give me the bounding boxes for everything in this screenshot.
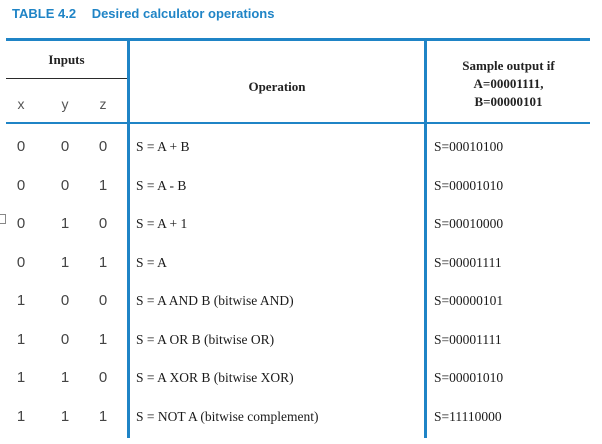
header-sample-line1: Sample output if <box>462 58 555 73</box>
header-x: x <box>17 96 25 112</box>
input-z-cell: 0 <box>98 215 108 232</box>
operation-cell: S = A <box>136 254 167 270</box>
column-divider <box>424 41 427 438</box>
input-x-cell: 0 <box>16 253 26 271</box>
header-inputs: Inputs <box>48 52 85 67</box>
input-z-cell: 1 <box>98 176 108 194</box>
table-number: TABLE 4.2 <box>12 6 77 21</box>
table-title: Desired calculator operations <box>91 6 275 21</box>
operation-cell: S = A OR B (bitwise OR) <box>136 331 275 347</box>
header-sample-line2: A=00001111, <box>473 76 544 91</box>
input-x-cell: 1 <box>16 330 26 348</box>
input-y-cell: 1 <box>60 407 70 425</box>
input-y-cell: 1 <box>60 215 70 232</box>
operation-cell: S = A XOR B (bitwise XOR) <box>136 370 294 385</box>
input-y-cell: 0 <box>60 330 70 348</box>
header-y: y <box>61 96 69 112</box>
operation-cell: S = A + B <box>136 139 190 154</box>
input-z-cell: 1 <box>98 330 108 348</box>
input-x-cell: 1 <box>16 369 26 386</box>
header-divider <box>6 122 590 124</box>
column-divider <box>127 41 130 438</box>
input-z-cell: 0 <box>98 369 108 386</box>
sample-output-cell: S=00010100 <box>434 139 504 154</box>
input-y-cell: 0 <box>60 138 70 155</box>
sample-output-cell: S=00001111 <box>434 331 502 347</box>
input-x-cell: 0 <box>16 215 26 232</box>
sample-output-cell: S=00000101 <box>434 293 504 308</box>
input-x-cell: 1 <box>16 407 26 425</box>
table-caption: TABLE 4.2 Desired calculator operations <box>12 6 274 21</box>
header-operation: Operation <box>248 79 306 94</box>
operation-cell: S = A AND B (bitwise AND) <box>136 293 294 308</box>
operation-cell: S = NOT A (bitwise complement) <box>136 408 319 424</box>
input-z-cell: 0 <box>98 138 108 155</box>
input-x-cell: 0 <box>16 138 26 155</box>
margin-marker <box>0 214 6 224</box>
sample-output-cell: S=00010000 <box>434 216 504 231</box>
sample-output-cell: S=00001010 <box>434 370 504 385</box>
input-z-cell: 1 <box>98 407 108 425</box>
input-z-cell: 1 <box>98 253 108 271</box>
input-y-cell: 1 <box>60 369 70 386</box>
input-y-cell: 0 <box>60 292 70 309</box>
input-z-cell: 0 <box>98 292 108 309</box>
input-x-cell: 0 <box>16 176 26 194</box>
header-sample-line3: B=00000101 <box>474 94 543 109</box>
input-y-cell: 0 <box>60 176 70 194</box>
inputs-underline <box>6 78 127 79</box>
operation-cell: S = A - B <box>136 177 187 193</box>
input-x-cell: 1 <box>16 292 26 309</box>
sample-output-cell: S=00001111 <box>434 254 502 270</box>
input-y-cell: 1 <box>60 253 70 271</box>
sample-output-cell: S=00001010 <box>434 177 504 193</box>
sample-output-cell: S=11110000 <box>434 408 502 424</box>
operation-cell: S = A + 1 <box>136 216 188 231</box>
calculator-operations-table: Inputs x y z Operation Sample output if … <box>6 38 590 438</box>
header-z: z <box>99 96 107 112</box>
